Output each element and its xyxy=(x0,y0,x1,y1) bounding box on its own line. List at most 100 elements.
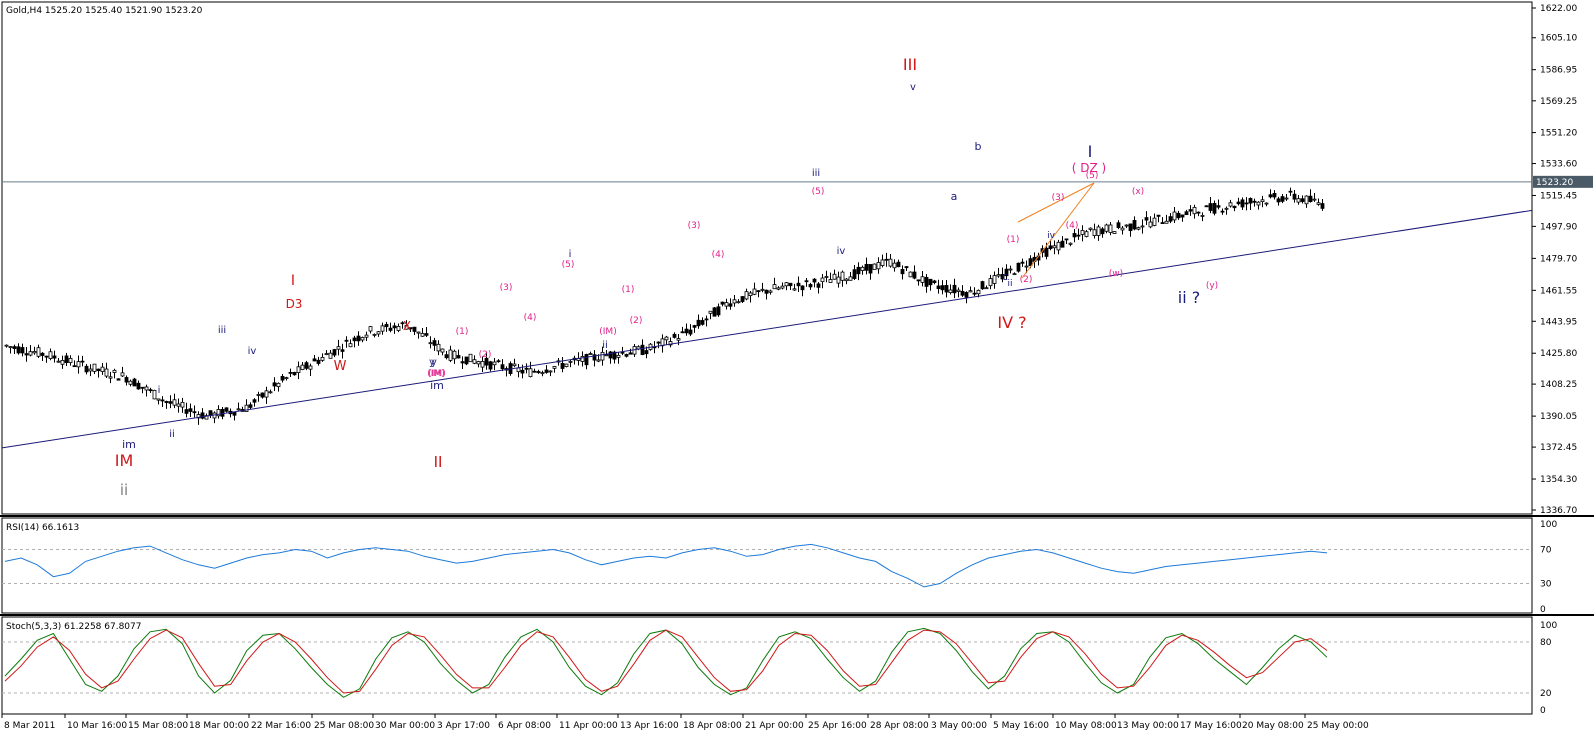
wave-label-extra: (5) xyxy=(562,260,575,270)
candle-body xyxy=(124,377,129,383)
candle-body xyxy=(968,290,973,293)
candle-body xyxy=(484,357,489,366)
candle-body xyxy=(396,326,401,331)
stoch-label: Stoch(5,3,3) 61.2258 67.8077 xyxy=(6,622,141,632)
candle-body xyxy=(828,279,833,283)
candle-body xyxy=(464,356,469,365)
candle-body xyxy=(188,408,193,412)
candle-body xyxy=(540,372,545,375)
candle-body xyxy=(512,363,517,367)
candle-body xyxy=(304,362,309,369)
candle-body xyxy=(324,353,329,356)
candle-body xyxy=(348,343,353,348)
price-tick-label: 1408.25 xyxy=(1540,380,1577,390)
candle-body xyxy=(932,280,937,283)
candle-body xyxy=(72,365,77,368)
wave-label: ii xyxy=(120,481,128,499)
candle-body xyxy=(24,353,29,356)
candle-body xyxy=(1128,223,1133,232)
candle-body xyxy=(532,370,537,373)
candle-body xyxy=(704,318,709,321)
candle-body xyxy=(656,341,661,344)
wave-label: (IM) xyxy=(427,369,444,379)
candle-body xyxy=(1240,199,1245,208)
candle-body xyxy=(336,346,341,350)
candle-body xyxy=(136,382,141,390)
candle-body xyxy=(1304,195,1309,205)
trendline xyxy=(1,209,1533,449)
candle-body xyxy=(1092,229,1097,236)
rsi-tick-label: 70 xyxy=(1540,546,1552,556)
candle-body xyxy=(584,354,589,366)
candle-body xyxy=(856,266,861,275)
candle-body xyxy=(1276,198,1281,203)
wave-label: W xyxy=(334,359,347,374)
candle-body xyxy=(580,356,585,362)
candle-body xyxy=(1228,202,1233,207)
time-tick-label: 22 Mar 16:00 xyxy=(251,721,311,731)
candle-body xyxy=(364,334,369,338)
candle-body xyxy=(1124,224,1129,227)
rsi-line xyxy=(4,543,1328,588)
candle-body xyxy=(820,277,825,283)
candle-body xyxy=(68,357,73,363)
price-tick-label: 1372.45 xyxy=(1540,443,1577,453)
candle-body xyxy=(444,354,449,359)
candle-body xyxy=(372,333,377,336)
candle-body xyxy=(408,327,413,330)
main-panel-frame xyxy=(1,1,1533,515)
channel-line-lower xyxy=(1021,182,1095,279)
candle-body xyxy=(292,371,297,376)
price-tick-label: 1443.95 xyxy=(1540,317,1577,327)
candle-body xyxy=(328,352,333,359)
candle-body xyxy=(684,328,689,334)
candle-body xyxy=(288,371,293,374)
candle-body xyxy=(92,363,97,372)
candle-body xyxy=(184,409,189,414)
candle-body xyxy=(376,331,381,335)
candle-body xyxy=(368,326,373,332)
candle-body xyxy=(996,274,1001,277)
wave-label: iv xyxy=(248,346,257,357)
candle-body xyxy=(4,344,9,347)
time-tick-label: 10 May 08:00 xyxy=(1055,721,1117,731)
candle-body xyxy=(1144,217,1149,221)
wave-label: (5) xyxy=(812,187,825,197)
candle-body xyxy=(680,331,685,334)
candle-body xyxy=(44,355,49,358)
candle-body xyxy=(1112,231,1117,234)
candle-body xyxy=(1268,194,1273,198)
candle-body xyxy=(360,337,365,341)
stoch-tick-label: 100 xyxy=(1540,621,1557,631)
candle-body xyxy=(752,288,757,295)
candle-body xyxy=(12,346,17,349)
candle-body xyxy=(948,289,953,293)
candle-body xyxy=(992,275,997,284)
candle-body xyxy=(296,366,301,373)
candle-body xyxy=(60,360,65,365)
candle-body xyxy=(888,258,893,267)
candle-body xyxy=(64,355,69,363)
candle-body xyxy=(976,289,981,295)
wave-label: i xyxy=(158,385,161,396)
candle-body xyxy=(144,386,149,391)
wave-label: X xyxy=(403,319,411,333)
candle-body xyxy=(708,310,713,314)
price-tick-label: 1533.60 xyxy=(1540,160,1577,170)
wave-label: im xyxy=(122,438,136,451)
stoch-signal-line xyxy=(4,629,1328,694)
time-tick-label: 25 May 00:00 xyxy=(1307,721,1369,731)
candle-body xyxy=(1204,205,1209,208)
wave-label: ii xyxy=(169,429,175,440)
candle-body xyxy=(1316,202,1321,205)
candle-body xyxy=(628,352,633,355)
candle-body xyxy=(1168,216,1173,222)
candle-body xyxy=(728,303,733,307)
candle-body xyxy=(524,367,529,370)
candle-body xyxy=(500,364,505,370)
candle-body xyxy=(588,353,593,355)
candle-body xyxy=(896,261,901,268)
wave-label-extra: iv xyxy=(1047,231,1056,241)
